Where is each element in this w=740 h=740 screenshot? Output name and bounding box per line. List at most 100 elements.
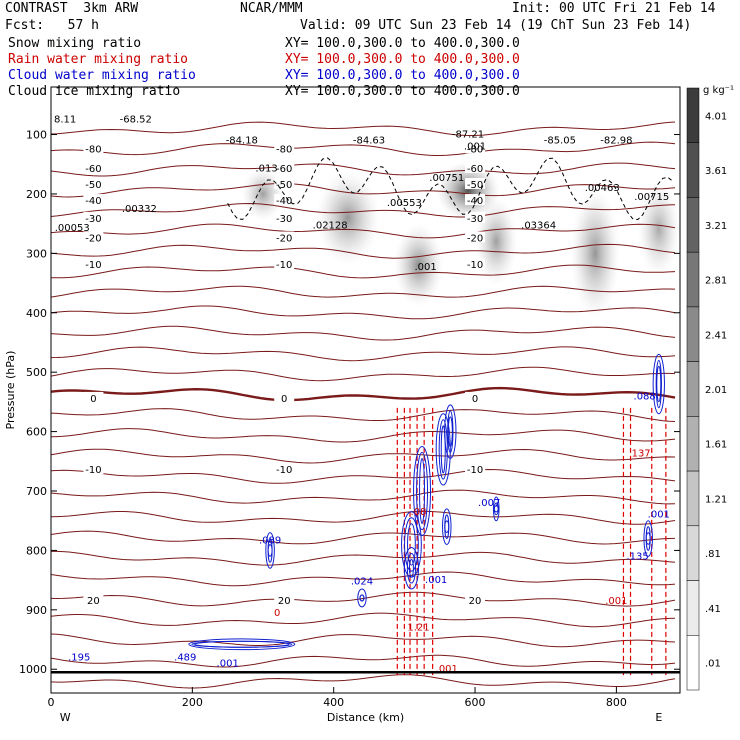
temp-contour-3 bbox=[50, 183, 676, 198]
temp-label-1-0: -60 bbox=[85, 164, 101, 175]
colorbar-cell-7 bbox=[686, 470, 700, 527]
cloud-water-contour-11-0 bbox=[403, 546, 420, 590]
colorbar-cell-1 bbox=[686, 142, 700, 198]
rain-label-5: 1.21 bbox=[407, 623, 429, 634]
temp-label-5-1: -20 bbox=[276, 234, 292, 245]
snow-label-1: -68.52 bbox=[120, 115, 152, 126]
snow-shade-2 bbox=[393, 223, 444, 307]
temp-label-4-0: -30 bbox=[85, 214, 101, 225]
snow-label-7: .013 bbox=[255, 163, 277, 174]
cloud-water-contour-5-0 bbox=[265, 532, 275, 569]
title-left-2: Fcst: 57 h bbox=[5, 18, 99, 33]
temp-label-0-0: -80 bbox=[85, 144, 101, 155]
temp-label-9-2: 20 bbox=[469, 596, 482, 607]
temp-label-1-2: -60 bbox=[467, 164, 483, 175]
temp-label-1-1: -60 bbox=[276, 164, 292, 175]
colorbar-cell-2 bbox=[686, 197, 700, 253]
temp-contour-24 bbox=[50, 612, 676, 628]
cloud-water-contour-7-2 bbox=[493, 505, 499, 513]
snow-shade-4 bbox=[475, 196, 518, 287]
colorbar-cell-4 bbox=[686, 306, 700, 362]
snow-label-5: -85.05 bbox=[544, 135, 576, 146]
colorbar-tick-9: .41 bbox=[705, 604, 721, 615]
colorbar-cell-9 bbox=[686, 580, 700, 636]
temp-label-bg-8-1 bbox=[274, 463, 295, 475]
temp-label-bg-4-2 bbox=[465, 211, 486, 223]
snow-label-11: .00553 bbox=[387, 198, 422, 209]
temp-contour-26 bbox=[50, 654, 676, 668]
temp-label-bg-4-1 bbox=[274, 211, 295, 223]
colorbar-tick-5: 2.01 bbox=[705, 385, 727, 396]
temp-label-bg-6-0 bbox=[83, 258, 104, 270]
temp-label-bg-8-2 bbox=[465, 463, 486, 475]
temp-label-3-2: -40 bbox=[467, 196, 483, 207]
rain-label-2: .001 bbox=[436, 664, 458, 675]
y-tick-label-2: 300 bbox=[26, 247, 47, 260]
temp-label-2-0: -50 bbox=[85, 180, 101, 191]
x-axis-title: Distance (km) bbox=[327, 711, 404, 724]
temp-label-bg-5-0 bbox=[83, 231, 104, 243]
cloud-water-label-2: .007 bbox=[478, 498, 500, 509]
cloud-water-contour-0-1 bbox=[404, 517, 419, 572]
cloud-ice-contour bbox=[227, 157, 673, 221]
temp-contour-23 bbox=[50, 591, 676, 607]
field-name-0: Snow mixing ratio bbox=[8, 36, 142, 51]
temp-contour-22 bbox=[50, 571, 676, 587]
temp-label-bg-6-1 bbox=[274, 258, 295, 270]
cloud-water-contour-4-2 bbox=[444, 520, 450, 533]
y-tick-label-1: 200 bbox=[26, 188, 47, 201]
cloud-water-contour-2-2 bbox=[440, 425, 446, 474]
rain-label-1: 0 bbox=[274, 608, 280, 619]
cloud-water-contour-9-1 bbox=[645, 526, 651, 551]
temp-contour-5 bbox=[50, 223, 676, 239]
temp-label-7-2: 0 bbox=[472, 394, 478, 405]
y-tick-label-3: 400 bbox=[26, 307, 47, 320]
temp-label-bg-7-0 bbox=[83, 391, 104, 403]
snow-shade-6 bbox=[637, 182, 680, 278]
cloud-water-contour-6-2 bbox=[359, 594, 365, 602]
colorbar-cell-6 bbox=[686, 416, 700, 472]
temp-label-bg-2-0 bbox=[83, 178, 104, 190]
x-tick-label-0: 0 bbox=[48, 696, 55, 709]
rain-label-0: .08 bbox=[411, 507, 427, 518]
temp-label-bg-1-1 bbox=[274, 161, 295, 173]
temp-label-2-2: -50 bbox=[467, 180, 483, 191]
temp-label-8-1: -10 bbox=[276, 465, 292, 476]
plot-frame bbox=[50, 86, 681, 694]
cloud-water-contour-11-1 bbox=[406, 552, 417, 584]
cloud-water-contour-1-2 bbox=[419, 457, 426, 525]
snow-label-12: .00751 bbox=[429, 173, 464, 184]
temp-contour-6 bbox=[50, 243, 676, 259]
cloud-water-label-0: .089 bbox=[259, 535, 281, 546]
cloud-water-contour-3-1 bbox=[447, 410, 454, 453]
temp-contour-9 bbox=[50, 305, 676, 320]
field-name-3: Cloud ice mixing ratio bbox=[8, 84, 181, 99]
temp-label-4-1: -30 bbox=[276, 214, 292, 225]
temp-label-4-2: -30 bbox=[467, 214, 483, 225]
field-xy-2: XY= 100.0,300.0 to 400.0,300.0 bbox=[285, 68, 520, 83]
snow-label-2: -84.18 bbox=[226, 135, 258, 146]
colorbar-unit: g kg⁻¹ bbox=[703, 85, 734, 96]
temp-contour-27 bbox=[50, 674, 676, 689]
field-name-1: Rain water mixing ratio bbox=[8, 52, 189, 67]
colorbar-tick-1: 3.61 bbox=[705, 166, 727, 177]
temp-label-6-1: -10 bbox=[276, 260, 292, 271]
cloud-water-label-5: .088 bbox=[634, 392, 656, 403]
x-tick-label-1: 200 bbox=[182, 696, 203, 709]
cloud-water-contour-10-2 bbox=[194, 640, 290, 648]
temp-label-bg-1-2 bbox=[465, 161, 486, 173]
cloud-water-contour-0-2 bbox=[407, 523, 416, 566]
temp-label-bg-3-0 bbox=[83, 194, 104, 206]
y-tick-label-8: 900 bbox=[26, 604, 47, 617]
temp-label-2-1: -50 bbox=[276, 180, 292, 191]
cloud-water-contour-1-1 bbox=[416, 451, 429, 531]
title-center: NCAR/MMM bbox=[240, 1, 303, 16]
temp-label-9-0: 20 bbox=[87, 596, 100, 607]
colorbar-tick-4: 2.41 bbox=[705, 330, 727, 341]
field-xy-1: XY= 100.0,300.0 to 400.0,300.0 bbox=[285, 52, 520, 67]
temp-contour-2 bbox=[50, 162, 676, 177]
temp-label-bg-1-0 bbox=[83, 161, 104, 173]
cloud-water-contour-8-0 bbox=[652, 353, 665, 415]
cloud-water-label-3: .001 bbox=[648, 510, 670, 521]
